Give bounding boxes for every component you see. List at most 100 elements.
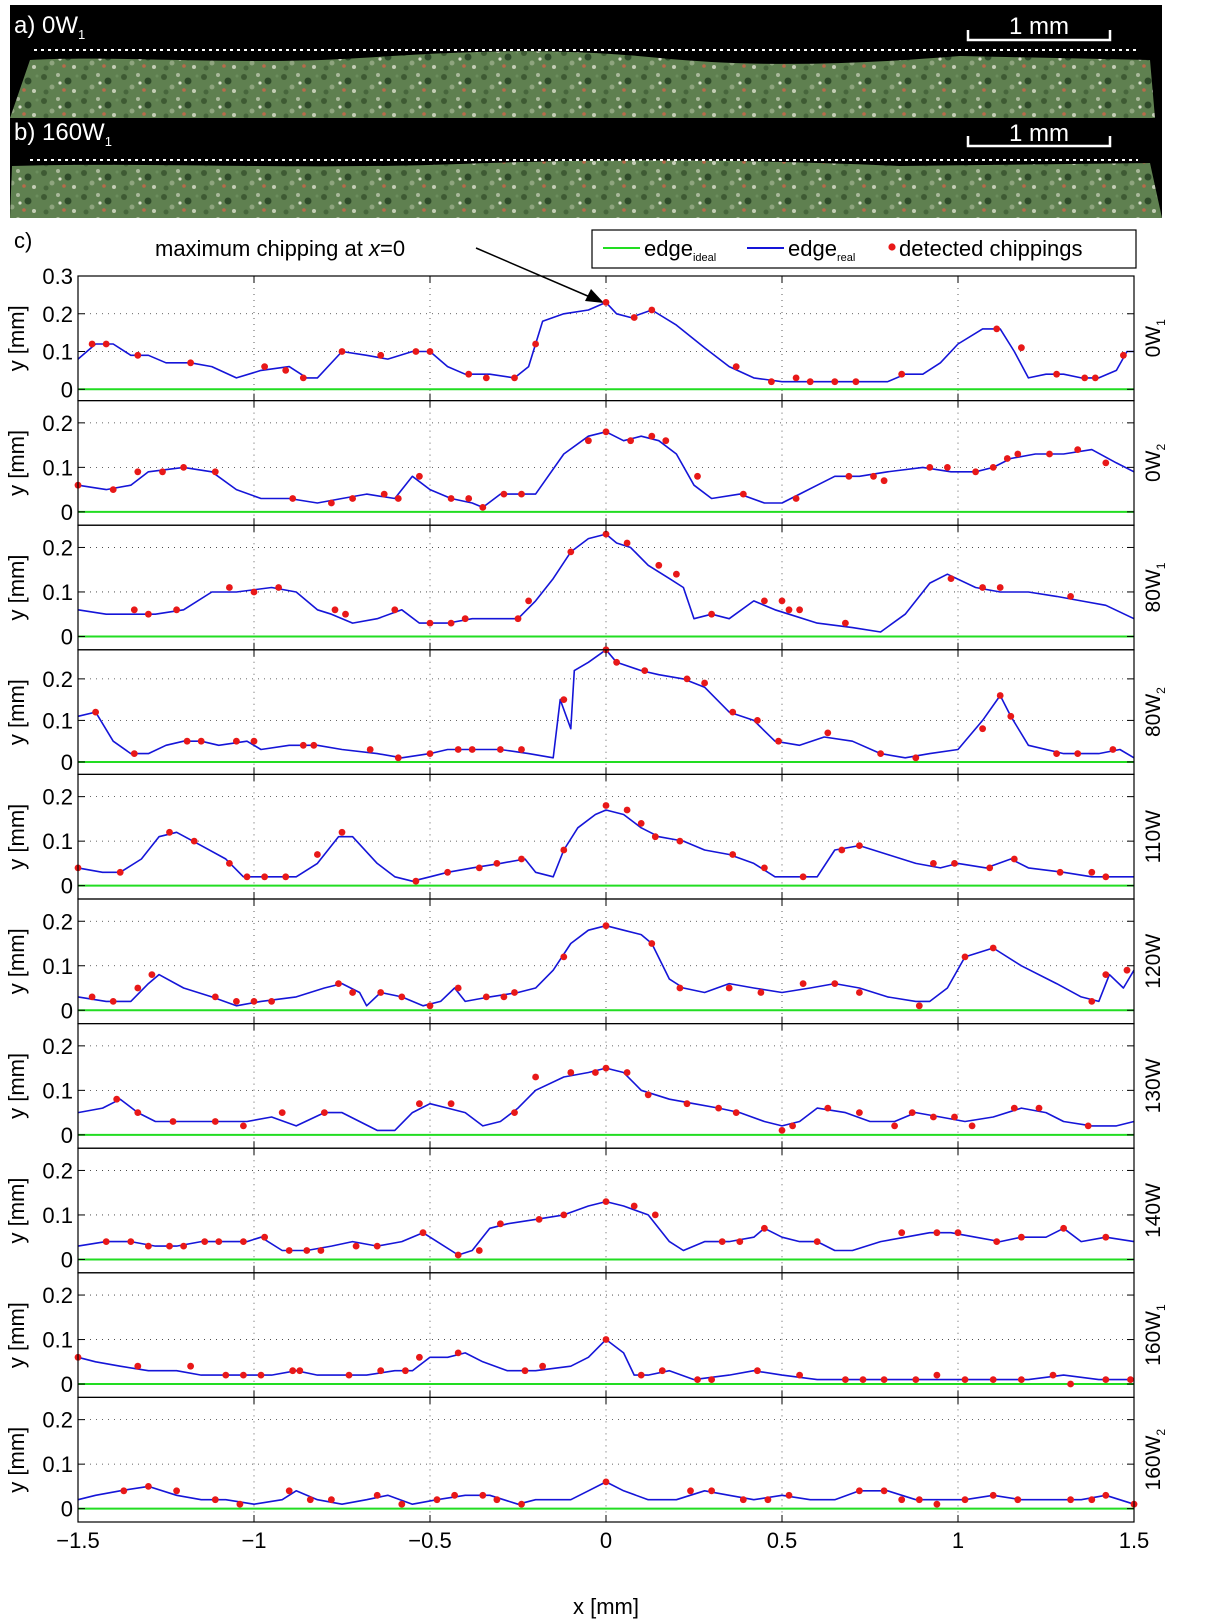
chipping-marker — [211, 993, 219, 1001]
chipping-marker — [1067, 593, 1074, 600]
chipping-marker — [482, 374, 490, 382]
chipping-marker — [676, 837, 684, 845]
chipping-marker — [240, 1238, 247, 1245]
chipping-marker — [349, 989, 356, 996]
chipping-marker — [1053, 370, 1060, 378]
chipping-marker — [1007, 712, 1015, 720]
real-edge-line — [77, 924, 1135, 1007]
photo-a: a) 0W1 1 mm — [10, 5, 1162, 118]
chipping-marker — [183, 737, 191, 745]
chipping-marker — [394, 754, 402, 762]
chipping-marker — [761, 597, 768, 605]
chipping-marker — [630, 1202, 638, 1210]
chipping-marker — [444, 868, 451, 876]
chipping-marker — [518, 1500, 525, 1508]
chipping-marker — [377, 1367, 385, 1375]
chipping-marker — [299, 741, 307, 749]
y-tick-label: 0.2 — [42, 1158, 73, 1183]
chipping-marker — [732, 1109, 740, 1116]
chipping-marker — [243, 873, 251, 881]
y-axis-label: y [mm] — [4, 1427, 29, 1493]
photo-b-label: b) 160W1 — [14, 119, 112, 149]
x-tick-label: 0.5 — [767, 1528, 798, 1553]
chipping-marker — [426, 348, 434, 355]
y-tick-label: 0.2 — [42, 411, 73, 436]
chipping-marker — [1018, 1376, 1025, 1383]
chipping-marker — [1014, 1496, 1022, 1504]
chipping-marker — [961, 1496, 969, 1504]
chipping-marker — [732, 363, 740, 370]
chipping-marker — [314, 851, 321, 858]
chipping-marker — [1102, 1233, 1110, 1241]
y-axis-label: y [mm] — [4, 679, 29, 745]
chipping-marker — [648, 432, 656, 440]
y-tick-label: 0.1 — [42, 340, 73, 365]
chipping-marker — [993, 325, 1001, 333]
chipping-marker — [419, 1229, 427, 1237]
y-axis-label: y [mm] — [4, 555, 29, 621]
chipping-marker — [602, 530, 610, 538]
chipping-marker — [824, 1104, 832, 1112]
panel-3: 0 0.1 0.2 y [mm] 80W2 — [4, 646, 1168, 775]
chipping-marker — [1074, 446, 1082, 453]
chipping-marker — [585, 437, 592, 445]
y-tick-label: 0.2 — [42, 667, 73, 692]
chipping-marker — [479, 504, 487, 511]
panel-name-label: 0W1 — [1142, 319, 1168, 358]
chipping-marker — [842, 1376, 849, 1383]
y-tick-label: 0.1 — [42, 829, 73, 854]
chipping-marker — [996, 692, 1004, 699]
chipping-marker — [662, 437, 670, 445]
chipping-marker — [500, 993, 508, 1001]
chipping-marker — [310, 741, 318, 749]
chipping-marker — [796, 606, 803, 614]
chipping-marker — [331, 606, 339, 614]
chipping-marker — [898, 1496, 906, 1504]
photo-a-scale-label: 1 mm — [1009, 13, 1069, 40]
chipping-marker — [701, 679, 708, 687]
real-edge-line — [77, 431, 1135, 509]
legend: edgeideal edgereal detected chippings — [591, 229, 1137, 269]
chipping-marker — [856, 1487, 863, 1495]
legend-chip-marker — [888, 243, 896, 251]
chipping-marker — [567, 548, 575, 556]
chipping-marker — [328, 499, 335, 507]
chipping-marker — [560, 1211, 568, 1219]
y-axis-label: y [mm] — [4, 804, 29, 870]
chipping-marker — [493, 860, 501, 867]
chipping-marker — [402, 1367, 409, 1375]
chipping-marker — [627, 437, 634, 445]
chipping-marker — [623, 806, 631, 814]
chipping-marker — [915, 1002, 923, 1010]
chipping-marker — [912, 754, 920, 762]
chipping-marker — [109, 486, 117, 493]
chipping-marker — [739, 1496, 747, 1504]
chipping-marker — [338, 348, 346, 355]
chipping-marker — [602, 802, 610, 809]
chipping-marker — [416, 1100, 423, 1108]
chipping-marker — [859, 1376, 867, 1383]
panel-9: 0 0.1 0.2 y [mm] 160W2 −1.5 −1 −0.5 0 0.5 1 1.5 — [4, 1396, 1168, 1553]
panel-name-label: 140W — [1142, 1183, 1165, 1238]
real-edge-line — [77, 1481, 1135, 1505]
panel-c-label: c) — [14, 228, 32, 253]
y-axis-label: y [mm] — [4, 1053, 29, 1119]
chipping-marker — [993, 1238, 1001, 1245]
chipping-marker — [930, 1113, 937, 1121]
chipping-marker — [602, 1478, 610, 1486]
chipping-marker — [979, 725, 986, 733]
chipping-marker — [479, 1491, 487, 1499]
panel-name-label: 110W — [1142, 810, 1165, 863]
chipping-marker — [989, 1376, 997, 1383]
chipping-marker — [764, 1496, 772, 1504]
chipping-marker — [306, 1496, 314, 1504]
y-tick-label: 0 — [61, 750, 73, 775]
chipping-marker — [268, 998, 275, 1005]
chipping-marker — [412, 877, 420, 885]
chipping-marker — [454, 984, 462, 992]
chipping-marker — [130, 606, 138, 614]
chipping-marker — [898, 370, 906, 378]
annotation-arrowhead — [585, 289, 604, 303]
chipping-marker — [134, 1109, 142, 1116]
